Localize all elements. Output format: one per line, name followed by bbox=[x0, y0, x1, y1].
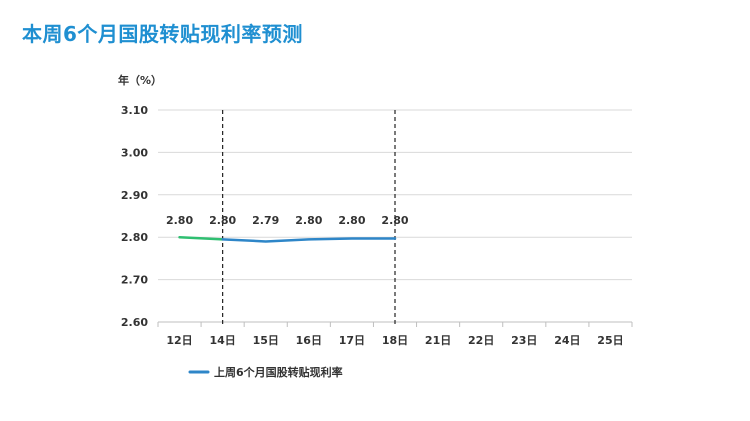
x-tick-label: 17日 bbox=[339, 334, 365, 347]
x-tick-label: 25日 bbox=[597, 334, 623, 347]
x-tick-label: 23日 bbox=[511, 334, 537, 347]
x-tick-label: 18日 bbox=[382, 334, 408, 347]
y-tick-label: 2.80 bbox=[121, 231, 148, 244]
reference-lines bbox=[222, 110, 396, 327]
y-tick-label: 3.00 bbox=[121, 146, 148, 159]
data-labels: 2.80 2.80 2.79 2.80 2.80 2.80 bbox=[166, 214, 409, 227]
x-tick-label: 16日 bbox=[296, 334, 322, 347]
y-tick-label: 2.60 bbox=[121, 316, 148, 329]
x-tick-label: 14日 bbox=[209, 334, 235, 347]
x-tick-label: 12日 bbox=[166, 334, 192, 347]
page-title: 本周6个月国股转贴现利率预测 bbox=[22, 22, 303, 46]
series-line bbox=[221, 237, 397, 243]
legend: 上周6个月国股转贴现利率 bbox=[188, 365, 343, 379]
x-tick-label: 22日 bbox=[468, 334, 494, 347]
series-lines bbox=[178, 235, 397, 243]
data-label: 2.80 bbox=[209, 214, 236, 227]
data-label: 2.80 bbox=[381, 214, 408, 227]
y-tick-label: 3.10 bbox=[121, 104, 148, 117]
series-segment-start bbox=[178, 235, 224, 241]
x-tick-label: 24日 bbox=[554, 334, 580, 347]
y-axis-title: 年（%） bbox=[118, 73, 162, 87]
y-axis: 年（%） 2.60 2.70 2.80 2.90 3.00 3.10 bbox=[118, 73, 162, 329]
data-label: 2.80 bbox=[338, 214, 365, 227]
x-tick-label: 21日 bbox=[425, 334, 451, 347]
x-axis: 12日 14日 15日 16日 17日 18日 21日 22日 23日 24日 25日 bbox=[157, 322, 633, 347]
x-tick-label: 15日 bbox=[253, 334, 279, 347]
data-label: 2.80 bbox=[166, 214, 193, 227]
data-label: 2.80 bbox=[295, 214, 322, 227]
legend-label: 上周6个月国股转贴现利率 bbox=[214, 365, 343, 379]
y-tick-label: 2.70 bbox=[121, 274, 148, 287]
data-label: 2.79 bbox=[252, 214, 279, 227]
y-tick-label: 2.90 bbox=[121, 189, 148, 202]
